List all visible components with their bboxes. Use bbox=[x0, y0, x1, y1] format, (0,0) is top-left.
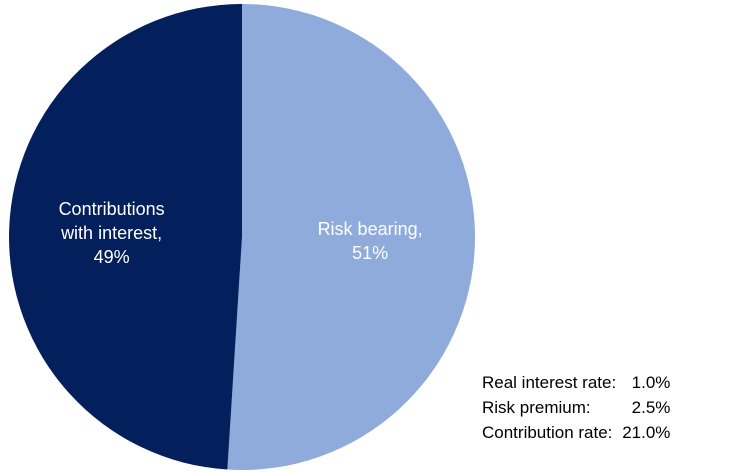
slice-label-line: with interest, bbox=[60, 223, 162, 243]
assumption-label: Risk premium: bbox=[482, 398, 591, 417]
slice-label-line: 49% bbox=[94, 247, 130, 267]
slice-label: Contributions with interest, 49% bbox=[59, 199, 165, 267]
slice-label: Risk bearing, 51% bbox=[318, 219, 423, 263]
assumption-value: 1.0% bbox=[631, 373, 671, 392]
slice-label-line: Risk bearing, bbox=[318, 219, 423, 239]
assumption-value: 2.5% bbox=[631, 398, 671, 417]
assumptions-box: Real interest rate: 1.0% Risk premium: 2… bbox=[482, 370, 670, 445]
assumption-label: Contribution rate: bbox=[482, 423, 613, 442]
pie-slice bbox=[227, 4, 476, 470]
assumption-row: Risk premium: 2.5% bbox=[482, 395, 670, 420]
slice-label-line: 51% bbox=[352, 243, 388, 263]
assumption-label: Real interest rate: bbox=[482, 373, 617, 392]
pie-slice bbox=[9, 4, 242, 470]
assumption-value: 21.0% bbox=[622, 423, 671, 442]
assumption-row: Real interest rate: 1.0% bbox=[482, 370, 670, 395]
slice-label-line: Contributions bbox=[59, 199, 165, 219]
assumption-row: Contribution rate: 21.0% bbox=[482, 420, 670, 445]
